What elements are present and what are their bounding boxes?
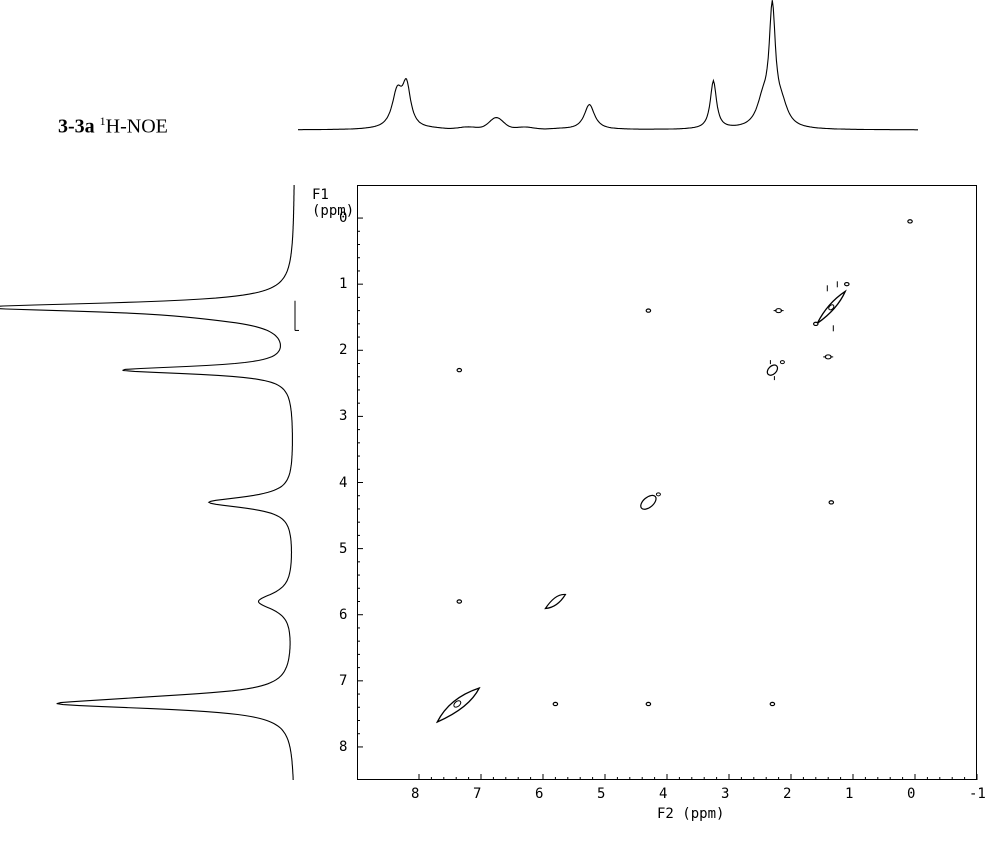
y-tick-label: 0	[339, 210, 347, 226]
y-tick-label: 3	[339, 408, 347, 424]
y-tick-label: 8	[339, 739, 347, 755]
y-tick-label: 2	[339, 342, 347, 358]
x-tick-label: 1	[845, 786, 853, 802]
y-axis-label: F1(ppm)	[312, 187, 354, 219]
y-tick-label: 4	[339, 475, 347, 491]
y-tick-label: 1	[339, 276, 347, 292]
y-tick-label: 5	[339, 541, 347, 557]
x-tick-label: 3	[721, 786, 729, 802]
nmr-svg	[0, 0, 1000, 843]
x-tick-label: 2	[783, 786, 791, 802]
x-axis-label: F2 (ppm)	[657, 806, 724, 822]
x-tick-label: 8	[411, 786, 419, 802]
x-tick-label: 5	[597, 786, 605, 802]
x-tick-label: 4	[659, 786, 667, 802]
x-tick-label: 6	[535, 786, 543, 802]
x-tick-label: 0	[907, 786, 915, 802]
y-tick-label: 7	[339, 673, 347, 689]
x-tick-label: -1	[969, 786, 986, 802]
x-tick-label: 7	[473, 786, 481, 802]
y-tick-label: 6	[339, 607, 347, 623]
